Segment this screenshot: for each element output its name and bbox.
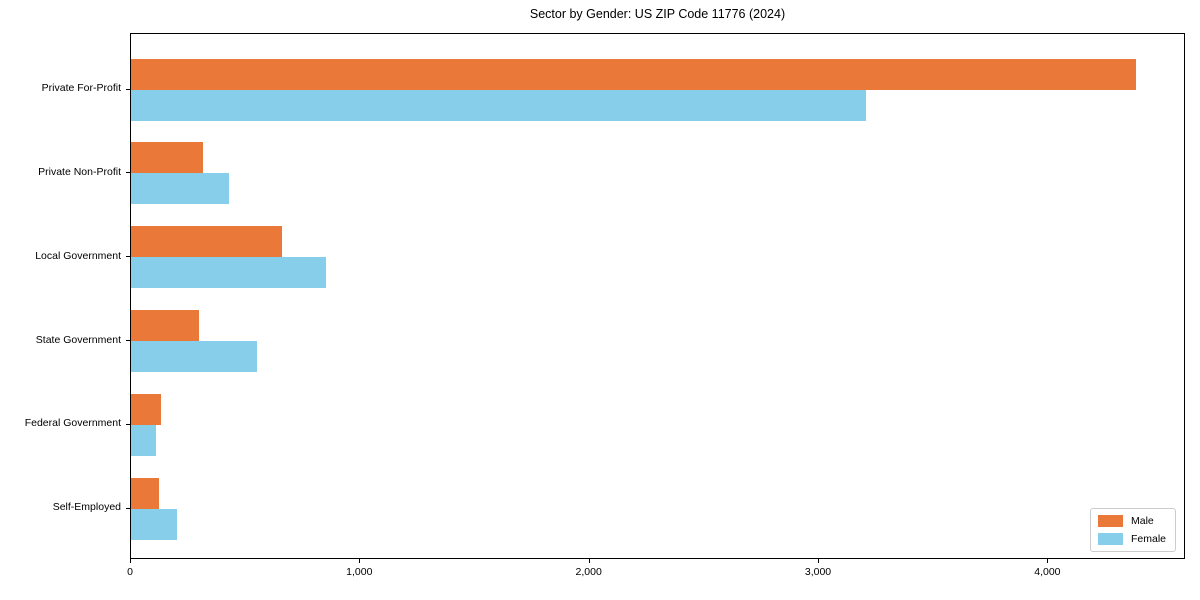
y-tick-mark (126, 423, 130, 425)
y-tick-label: State Government (35, 333, 121, 346)
x-tick-label: 1,000 (346, 566, 373, 578)
y-tick-mark (126, 256, 130, 258)
x-tick-mark (359, 559, 361, 563)
legend-label-female: Female (1130, 533, 1166, 545)
x-tick-label: 3,000 (804, 566, 832, 578)
male-swatch-icon (1097, 515, 1123, 527)
bar-male-6 (131, 477, 159, 509)
x-tick-mark (588, 559, 590, 563)
y-tick-label: Private Non-Profit (38, 165, 121, 178)
legend-item-male: Male (1097, 515, 1166, 527)
x-tick-mark (130, 559, 131, 563)
bar-male-5 (131, 393, 161, 425)
y-tick-mark (126, 88, 130, 90)
bar-female-6 (131, 508, 177, 540)
x-tick-label: 0 (127, 566, 133, 578)
female-swatch-icon (1097, 533, 1123, 545)
x-tick-mark (1047, 559, 1049, 563)
chart-title: Sector by Gender: US ZIP Code 11776 (202… (529, 7, 786, 21)
x-tick-label: 2,000 (575, 566, 602, 578)
y-tick-mark (126, 340, 130, 342)
y-tick-mark (126, 172, 130, 174)
bar-male-4 (131, 310, 199, 342)
bar-female-1 (131, 89, 867, 121)
y-tick-label: Local Government (35, 249, 121, 262)
bar-female-4 (131, 341, 258, 373)
plot-area: Male Female (130, 33, 1185, 559)
legend: Male Female (1089, 508, 1176, 552)
x-tick-mark (818, 559, 819, 563)
bar-female-5 (131, 424, 157, 456)
bar-male-3 (131, 226, 283, 258)
y-tick-mark (126, 507, 130, 509)
legend-item-female: Female (1097, 533, 1166, 545)
x-tick-label: 4,000 (1034, 566, 1061, 578)
bar-male-2 (131, 142, 204, 174)
bar-female-2 (131, 173, 229, 205)
bar-male-1 (131, 58, 1136, 90)
y-tick-label: Self-Employed (52, 501, 121, 514)
y-tick-label: Private For-Profit (41, 82, 121, 94)
legend-label-male: Male (1130, 515, 1154, 527)
y-tick-label: Federal Government (24, 417, 121, 430)
bar-female-3 (131, 257, 326, 289)
